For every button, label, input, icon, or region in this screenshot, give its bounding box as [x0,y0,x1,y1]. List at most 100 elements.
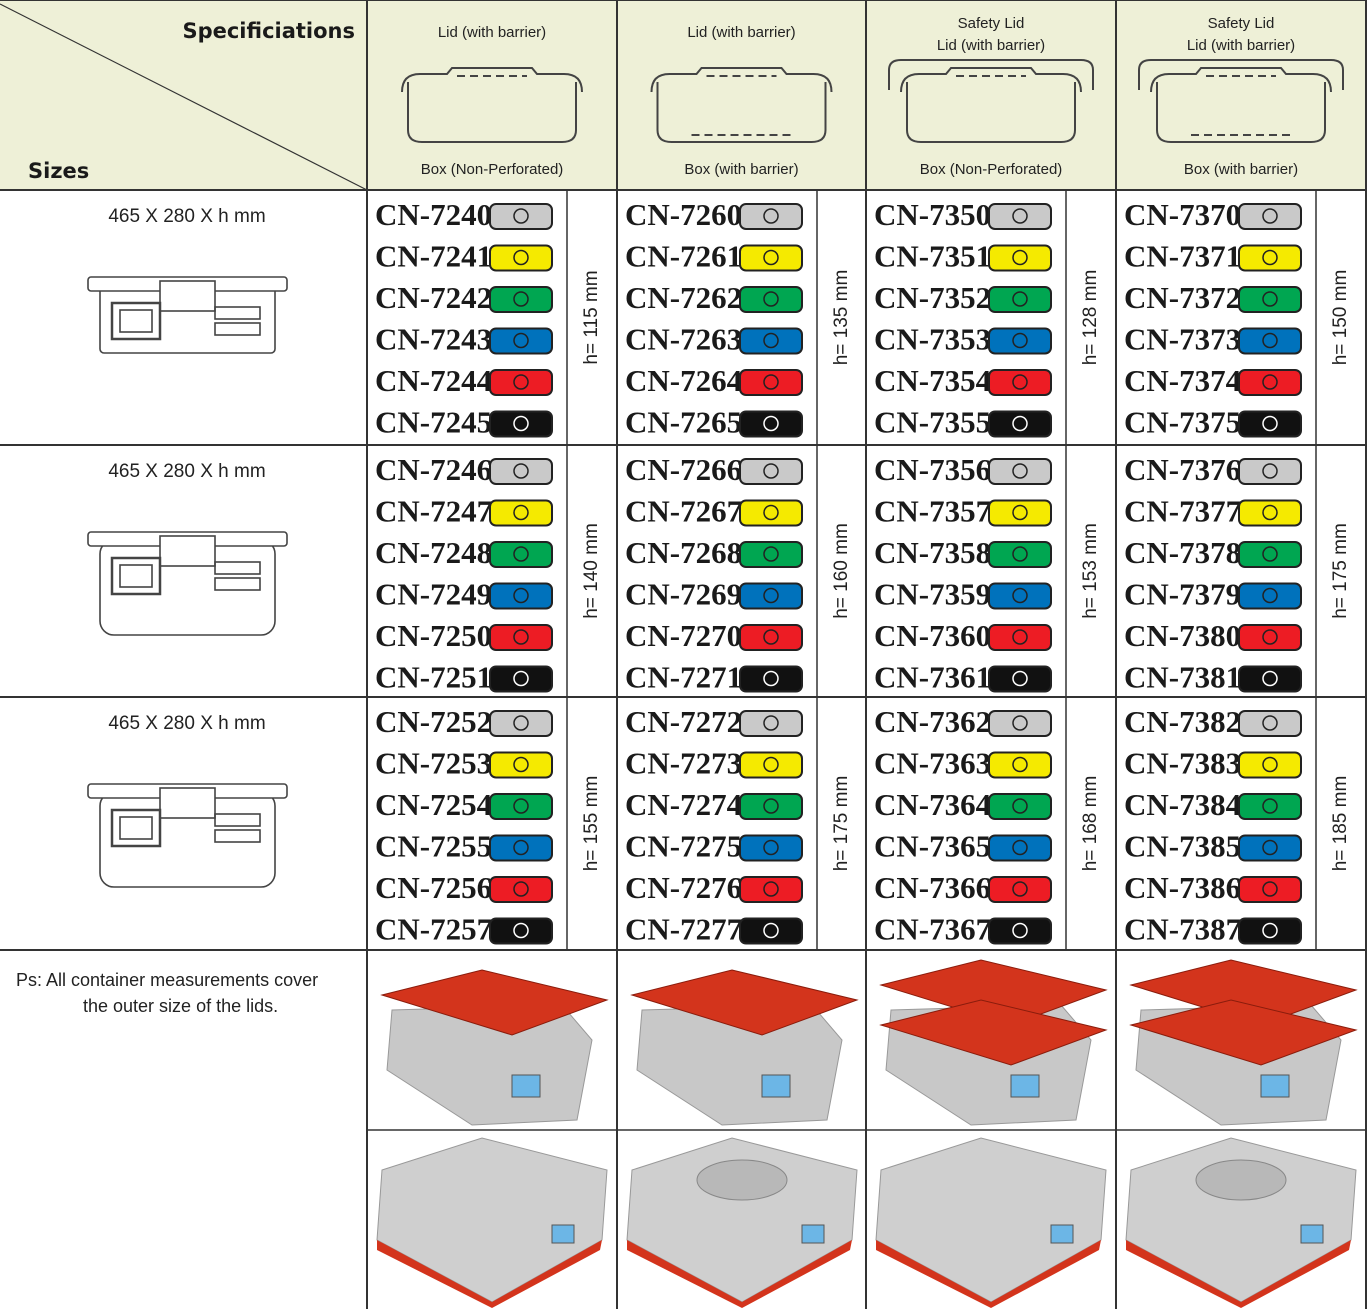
product-code: CN-7353 [874,322,991,357]
color-tag [988,624,1052,651]
height-label: h= 160 mm [831,523,852,619]
tag-icon [1012,922,1028,939]
height-label: h= 115 mm [581,270,602,364]
product-code: CN-7277 [625,912,742,947]
product-code: CN-7265 [625,405,742,440]
color-tag [739,541,803,568]
product-code: CN-7241 [375,239,492,274]
tag-icon [1012,756,1028,773]
lid-label: Lid (with barrier) [1187,37,1295,54]
tag-icon [763,587,779,604]
product-code: CN-7374 [1124,363,1241,398]
lid-label: Safety Lid [1208,15,1275,32]
tag-icon [1262,208,1278,224]
tag-icon [513,291,529,307]
color-tag [988,751,1052,779]
product-code: CN-7260 [625,197,742,232]
icon-label-slot [214,829,261,843]
photo-lid [380,969,609,1036]
tag-icon [763,415,779,432]
height-label: h= 155 mm [581,776,602,872]
color-tag [1238,286,1302,313]
box-outline [906,82,1076,143]
product-code: CN-7367 [874,912,991,947]
color-tag [489,286,553,313]
color-tag [988,286,1052,313]
tag-icon [1012,546,1028,562]
color-tag [1238,541,1302,568]
color-tag [1238,582,1302,610]
color-tag [739,751,803,779]
box-label: Box (with barrier) [684,161,798,178]
note-line: Ps: All container measurements cover [16,970,318,990]
product-code: CN-7382 [1124,704,1241,739]
product-code: CN-7363 [874,746,991,781]
color-tag [1238,499,1302,527]
color-tag [489,624,553,651]
color-tag [739,710,803,737]
tag-icon [1262,546,1278,562]
tag-icon [763,208,779,224]
color-tag [489,793,553,820]
tag-icon [513,504,529,521]
sizes-label: Sizes [28,159,89,183]
tag-icon [513,670,529,687]
tag-icon [1262,670,1278,687]
color-tag [1238,793,1302,820]
icon-handle [159,535,216,567]
product-code: CN-7370 [1124,197,1241,232]
box-outline [407,82,577,143]
product-code: CN-7248 [375,535,492,570]
lid-label: Lid (with barrier) [438,24,546,41]
icon-window [110,808,162,848]
product-code: CN-7373 [1124,322,1241,357]
product-code: CN-7361 [874,660,991,695]
tag-icon [1262,415,1278,432]
color-tag [988,793,1052,820]
color-tag [489,917,553,945]
tag-icon [1012,881,1028,897]
product-code: CN-7376 [1124,452,1241,487]
tag-icon [1262,881,1278,897]
tag-icon [1012,629,1028,645]
color-tag [739,458,803,485]
product-code: CN-7255 [375,829,492,864]
product-code: CN-7377 [1124,494,1241,529]
color-tag [988,244,1052,272]
safety-lid-outline [888,59,1094,90]
color-tag [489,665,553,693]
product-code: CN-7257 [375,912,492,947]
product-code: CN-7243 [375,322,492,357]
tag-icon [513,881,529,897]
color-tag [1238,624,1302,651]
tag-icon [1012,249,1028,266]
tag-icon [1262,798,1278,814]
product-code: CN-7271 [625,660,742,695]
lid-outline [650,67,833,93]
tag-icon [1012,332,1028,349]
product-code: CN-7358 [874,535,991,570]
product-code: CN-7360 [874,618,991,653]
color-tag [1238,665,1302,693]
color-tag [1238,876,1302,903]
tag-icon [513,798,529,814]
box-label: Box (with barrier) [1184,161,1298,178]
photo-window [801,1224,825,1244]
color-tag [1238,834,1302,862]
photo-window [1260,1074,1290,1098]
photo-barrier [696,1159,788,1201]
color-tag [489,203,553,230]
height-label: h= 185 mm [1330,776,1351,872]
color-tag [739,624,803,651]
product-code: CN-7270 [625,618,742,653]
icon-label-slot [214,577,261,591]
color-tag [489,582,553,610]
product-code: CN-7371 [1124,239,1241,274]
icon-handle [159,787,216,819]
photo-box [875,1137,1107,1303]
product-code: CN-7263 [625,322,742,357]
product-code: CN-7383 [1124,746,1241,781]
lid-outline [1150,67,1332,93]
